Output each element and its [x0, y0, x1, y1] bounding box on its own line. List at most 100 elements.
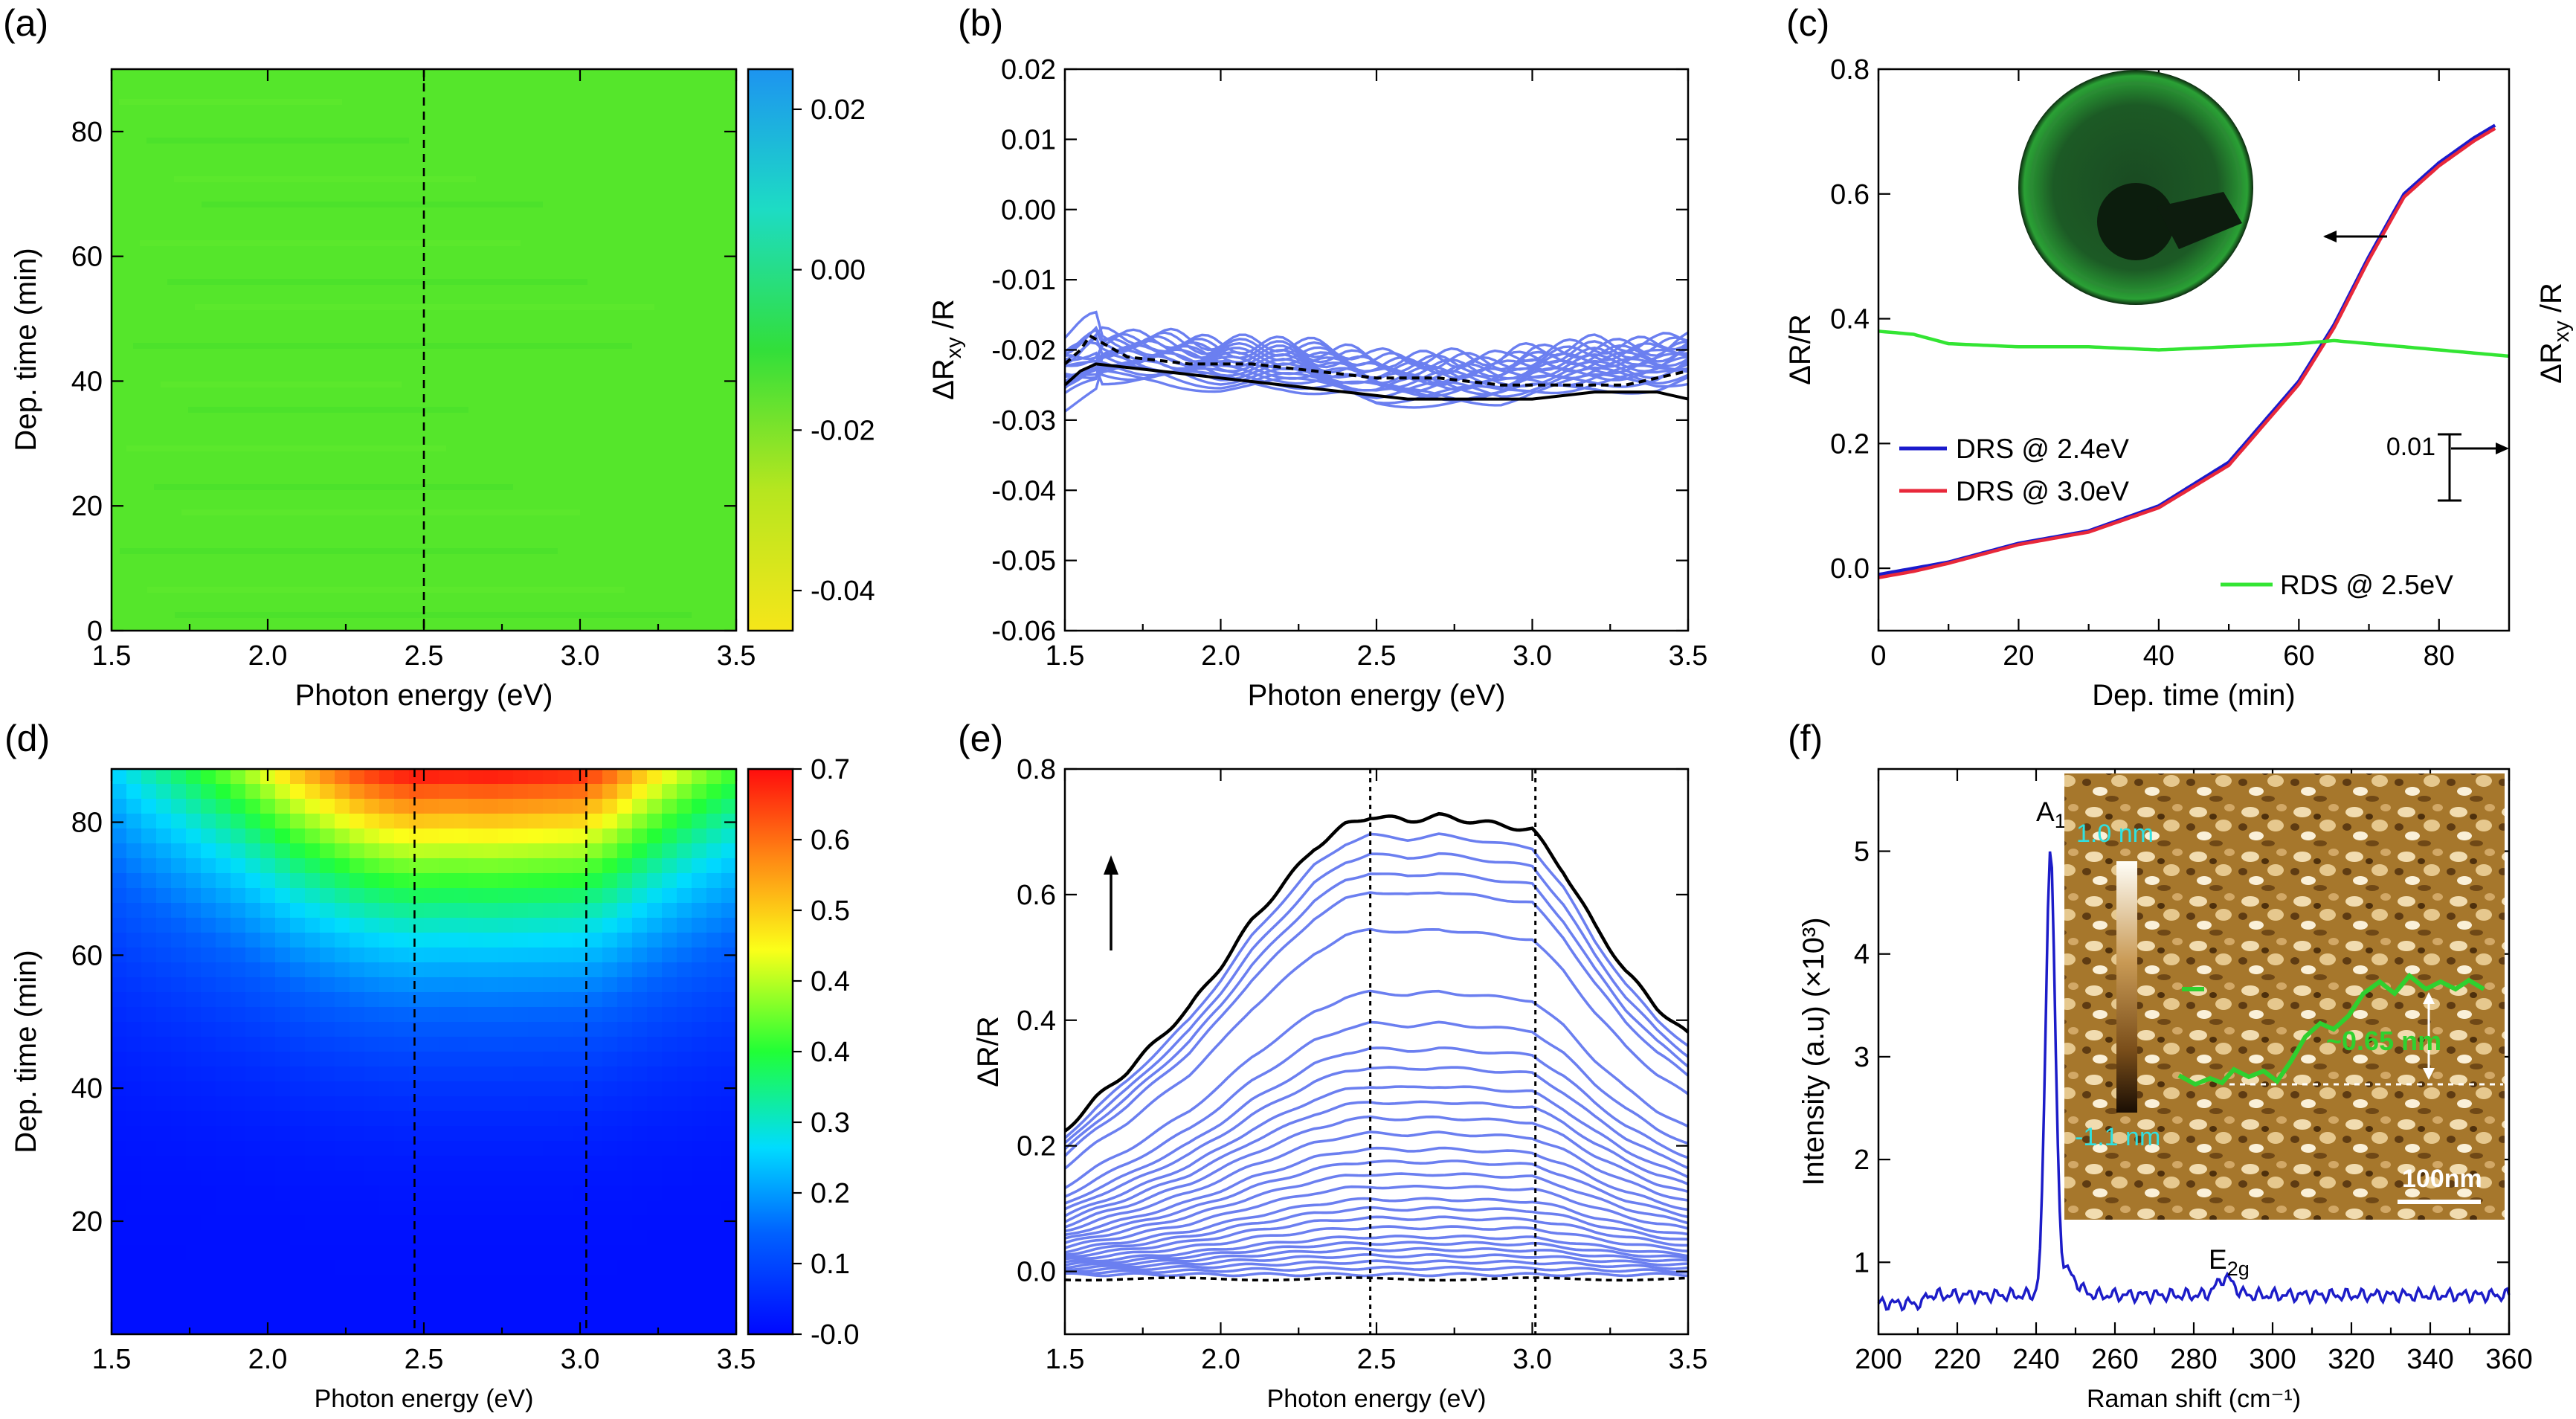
heatmap-d-cell: [721, 1111, 737, 1127]
heatmap-d-cell: [602, 1126, 618, 1142]
heatmap-d-cell: [231, 1052, 246, 1067]
heatmap-d-cell: [706, 828, 722, 844]
heatmap-d-cell: [350, 947, 365, 963]
heatmap-d-cell: [706, 1007, 722, 1023]
heatmap-d-cell: [424, 1319, 439, 1335]
heatmap-d-cell: [290, 1200, 306, 1216]
heatmap-d-cell: [141, 1007, 157, 1023]
heatmap-d-cell: [335, 947, 350, 963]
heatmap-d-cell: [320, 814, 335, 829]
heatmap-d-cell: [454, 828, 469, 844]
heatmap-d-cell: [141, 1037, 157, 1052]
heatmap-d-cell: [141, 962, 157, 978]
heatmap-d-cell: [662, 1319, 677, 1335]
heatmap-d-cell: [617, 903, 633, 918]
heatmap-d-cell: [587, 1066, 603, 1082]
heatmap-d-cell: [231, 784, 246, 799]
heatmap-d-cell: [468, 1126, 484, 1142]
heatmap-d-cell: [245, 873, 261, 889]
b-ytick-label: -0.03: [991, 405, 1056, 437]
a-xtick-label: 3.0: [561, 640, 600, 672]
heatmap-d-cell: [468, 873, 484, 889]
heatmap-d-cell: [513, 784, 529, 799]
rheed-shadow: [2097, 183, 2174, 260]
heatmap-d-cell: [468, 1007, 484, 1023]
afm-bottom-label: -1.1 nm: [2075, 1123, 2160, 1151]
heatmap-d-cell: [677, 769, 692, 785]
heatmap-d-cell: [409, 1052, 425, 1067]
heatmap-d-cell: [141, 992, 157, 1008]
heatmap-d-cell: [558, 933, 573, 948]
heatmap-d-cell: [573, 1037, 588, 1052]
heatmap-d-cell: [706, 1260, 722, 1275]
heatmap-d-cell: [245, 1275, 261, 1290]
heatmap-d-cell: [231, 858, 246, 874]
heatmap-d-cell: [245, 1081, 261, 1097]
heatmap-d-cell: [275, 1007, 291, 1023]
heatmap-d-cell: [275, 1081, 291, 1097]
heatmap-d-cell: [275, 873, 291, 889]
dashed-markers-d: [413, 769, 587, 1334]
heatmap-d-cell: [335, 1215, 350, 1231]
heatmap-d-cell: [721, 933, 737, 948]
heatmap-d-cell: [126, 1319, 142, 1335]
heatmap-d-cell: [364, 1081, 380, 1097]
heatmap-d-cell: [379, 1319, 395, 1335]
heatmap-d-cell: [513, 962, 529, 978]
heatmap-d-cell: [573, 903, 588, 918]
heatmap-d-cell: [394, 814, 410, 829]
heatmap-d-cell: [156, 858, 172, 874]
x-ticks-b: 1.5 2.0 2.5 3.0 3.5: [1046, 69, 1707, 672]
heatmap-d-cell: [275, 858, 291, 874]
series-f: [1877, 851, 2511, 1313]
heatmap-d-cell: [454, 947, 469, 963]
heatmap-d-cell: [156, 1230, 172, 1246]
afm-inset: 1.0 nm -1.1 nm ~0.65 nm 100nm: [2064, 773, 2505, 1220]
heatmap-d-cell: [350, 933, 365, 948]
heatmap-d-cell: [394, 1215, 410, 1231]
heatmap-d-cell: [528, 799, 544, 814]
heatmap-d-cell: [364, 1230, 380, 1246]
heatmap-d-cell: [186, 1200, 202, 1216]
heatmap-d-cell: [498, 1066, 514, 1082]
f-xtick-label: 260: [2091, 1344, 2138, 1375]
heatmap-d-cell: [617, 799, 633, 814]
heatmap-d-cell: [126, 1007, 142, 1023]
heatmap-d-cell: [364, 1037, 380, 1052]
heatmap-d-cell: [305, 903, 321, 918]
heatmap-d-cell: [350, 1260, 365, 1275]
heatmap-d-cell: [573, 814, 588, 829]
heatmap-d-cell: [364, 858, 380, 874]
heatmap-d-cell: [156, 1290, 172, 1305]
colorbar-d-tick-label: -0.0: [811, 1319, 859, 1351]
e-ytick-label: 0.0: [1017, 1257, 1056, 1288]
heatmap-d-cell: [305, 1215, 321, 1231]
heatmap-d-cell: [647, 843, 663, 859]
heatmap-d-cell: [156, 1066, 172, 1082]
heatmap-d-cell: [632, 992, 648, 1008]
heatmap-d-cell: [721, 1081, 737, 1097]
heatmap-d-cell: [394, 1275, 410, 1290]
heatmap-d-cell: [647, 933, 663, 948]
heatmap-d-cell: [290, 1141, 306, 1156]
heatmap-d-cell: [662, 1215, 677, 1231]
heatmap-d-cell: [394, 1290, 410, 1305]
heatmap-d-cell: [379, 992, 395, 1008]
d-ytick-label: 20: [71, 1206, 103, 1238]
heatmap-d-cell: [573, 858, 588, 874]
heatmap-d-cell: [721, 1096, 737, 1112]
heatmap-d-cell: [260, 1126, 276, 1142]
heatmap-d-cell: [335, 1230, 350, 1246]
heatmap-d-cell: [126, 1171, 142, 1186]
heatmap-d-cell: [364, 769, 380, 785]
heatmap-d-cell: [439, 918, 454, 933]
heatmap-d-cell: [112, 1037, 127, 1052]
heatmap-d-cell: [201, 828, 216, 844]
heatmap-d-cell: [647, 1304, 663, 1320]
heatmap-d-cell: [231, 1096, 246, 1112]
c-ytick-label: 0.4: [1830, 304, 1870, 335]
heatmap-d-cell: [483, 1275, 499, 1290]
afm-arrow-down: [2423, 1068, 2435, 1080]
heatmap-d-cell: [260, 918, 276, 933]
heatmap-d-cell: [721, 1156, 737, 1171]
